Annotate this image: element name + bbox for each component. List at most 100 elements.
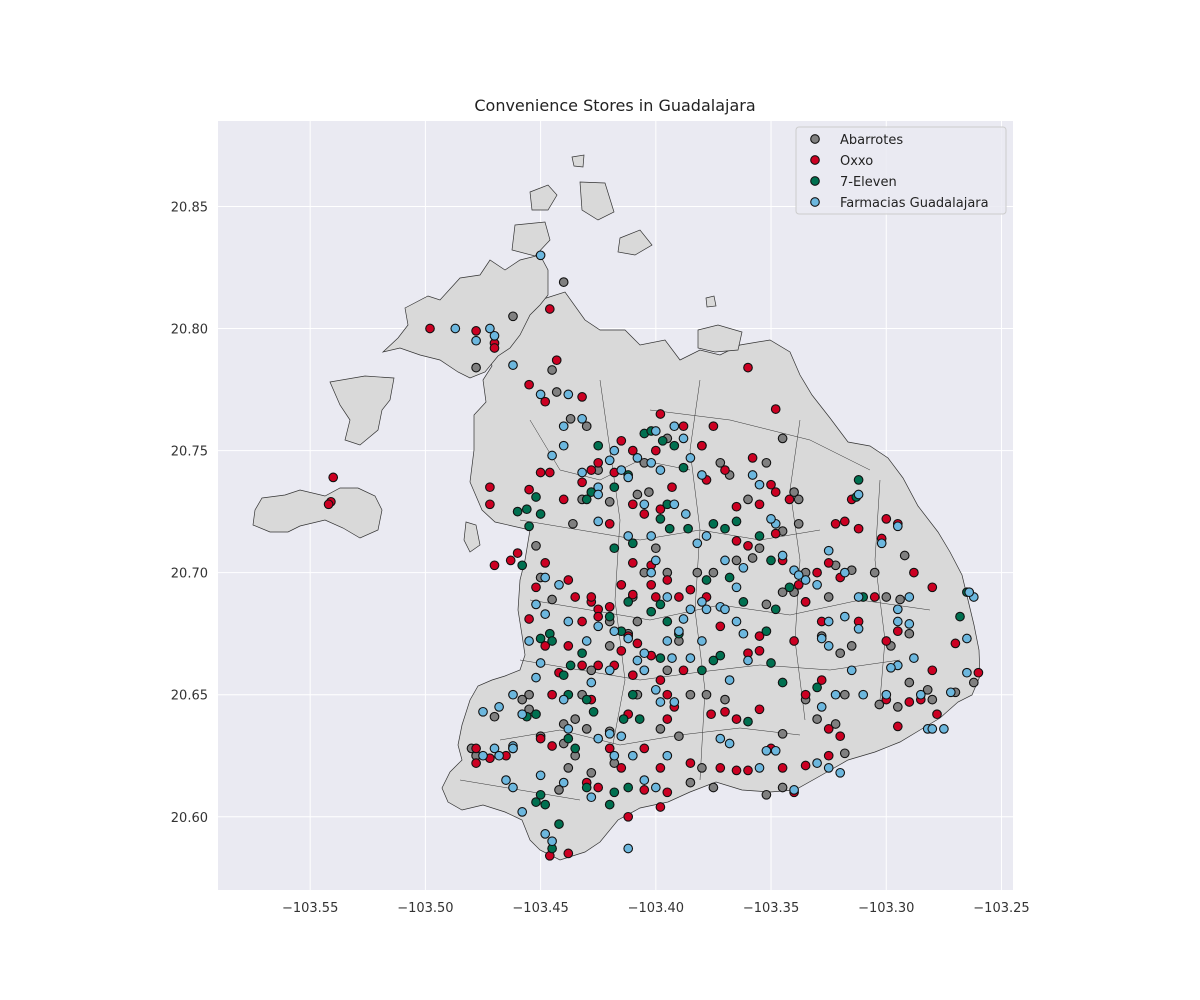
- store-point: [904, 677, 915, 688]
- store-point: [489, 343, 500, 353]
- store-point: [554, 579, 564, 590]
- store-point: [777, 550, 788, 561]
- store-point: [540, 572, 551, 583]
- store-point: [683, 523, 693, 534]
- store-point: [678, 614, 689, 624]
- store-point: [588, 706, 599, 717]
- store-point: [720, 604, 730, 615]
- store-point: [823, 641, 834, 651]
- store-point: [881, 689, 892, 700]
- store-point: [743, 362, 753, 373]
- store-point: [835, 731, 846, 742]
- store-point: [616, 645, 627, 656]
- store-point: [639, 665, 650, 676]
- store-point: [604, 665, 615, 676]
- store-point: [766, 514, 776, 524]
- store-point: [754, 479, 765, 490]
- store-point: [743, 716, 753, 727]
- store-point: [962, 633, 972, 644]
- store-point: [547, 741, 557, 751]
- store-point: [535, 509, 546, 519]
- store-point: [508, 360, 518, 370]
- store-point: [697, 440, 707, 451]
- store-point: [616, 435, 627, 446]
- store-point: [747, 553, 758, 563]
- legend: Abarrotes Oxxo 7-Eleven Farmacias Guadalaja…: [795, 126, 1007, 215]
- store-point: [577, 616, 587, 627]
- store-point: [678, 462, 689, 473]
- store-point: [471, 362, 481, 373]
- store-point: [577, 467, 587, 478]
- store-point: [892, 702, 903, 712]
- store-point: [754, 631, 765, 641]
- store-point: [540, 829, 551, 839]
- store-point: [662, 636, 673, 646]
- store-point: [501, 775, 511, 785]
- store-point: [754, 499, 765, 510]
- store-point: [927, 665, 938, 676]
- store-point: [892, 521, 903, 532]
- store-point: [731, 765, 742, 776]
- store-point: [609, 750, 620, 761]
- store-point: [830, 689, 841, 700]
- store-point: [869, 592, 880, 602]
- map-east-patch: [697, 324, 743, 353]
- y-tick-label: 20.70: [171, 567, 208, 582]
- map-north-patch-5: [571, 154, 585, 168]
- store-point: [823, 592, 834, 602]
- store-point: [586, 677, 597, 688]
- store-point: [743, 494, 753, 505]
- store-point: [570, 714, 581, 724]
- store-point: [581, 724, 592, 734]
- x-tick-label: −103.55: [282, 901, 338, 916]
- store-point: [639, 743, 650, 754]
- y-tick-label: 20.60: [171, 811, 208, 826]
- store-point: [623, 633, 634, 644]
- store-point: [777, 782, 788, 793]
- store-point: [655, 504, 666, 515]
- store-point: [743, 540, 753, 551]
- neighborhood-border: [874, 479, 886, 701]
- store-point: [701, 689, 712, 700]
- store-point: [593, 611, 604, 622]
- store-point: [839, 748, 850, 759]
- store-point: [964, 587, 975, 598]
- store-point: [604, 518, 615, 529]
- store-point: [701, 575, 712, 585]
- store-point: [634, 714, 645, 724]
- store-point: [708, 655, 719, 666]
- store-point: [593, 782, 604, 793]
- store-point: [531, 492, 541, 502]
- store-point: [489, 330, 500, 341]
- store-point: [586, 767, 597, 778]
- store-point: [715, 650, 726, 661]
- store-point: [535, 633, 546, 644]
- store-point: [655, 409, 666, 419]
- store-point: [535, 658, 546, 668]
- store-point: [512, 548, 523, 558]
- store-point: [627, 589, 638, 600]
- store-point: [623, 811, 634, 822]
- store-point: [508, 311, 518, 322]
- store-point: [793, 518, 804, 529]
- map-northwest-patch: [329, 375, 395, 446]
- store-point: [650, 426, 661, 436]
- store-point: [770, 528, 781, 539]
- store-point: [554, 819, 564, 829]
- store-point: [839, 689, 850, 700]
- store-point: [720, 694, 730, 705]
- store-point: [697, 636, 707, 646]
- store-point: [540, 609, 551, 619]
- store-point: [800, 597, 811, 607]
- store-point: [489, 560, 500, 571]
- legend-marker: [810, 176, 820, 186]
- store-point: [581, 494, 592, 505]
- store-point: [678, 421, 689, 432]
- store-point: [784, 582, 795, 593]
- store-point: [869, 567, 880, 578]
- store-point: [899, 550, 910, 561]
- store-point: [623, 782, 634, 793]
- store-point: [662, 575, 673, 585]
- store-point: [639, 499, 650, 510]
- store-point: [586, 792, 597, 803]
